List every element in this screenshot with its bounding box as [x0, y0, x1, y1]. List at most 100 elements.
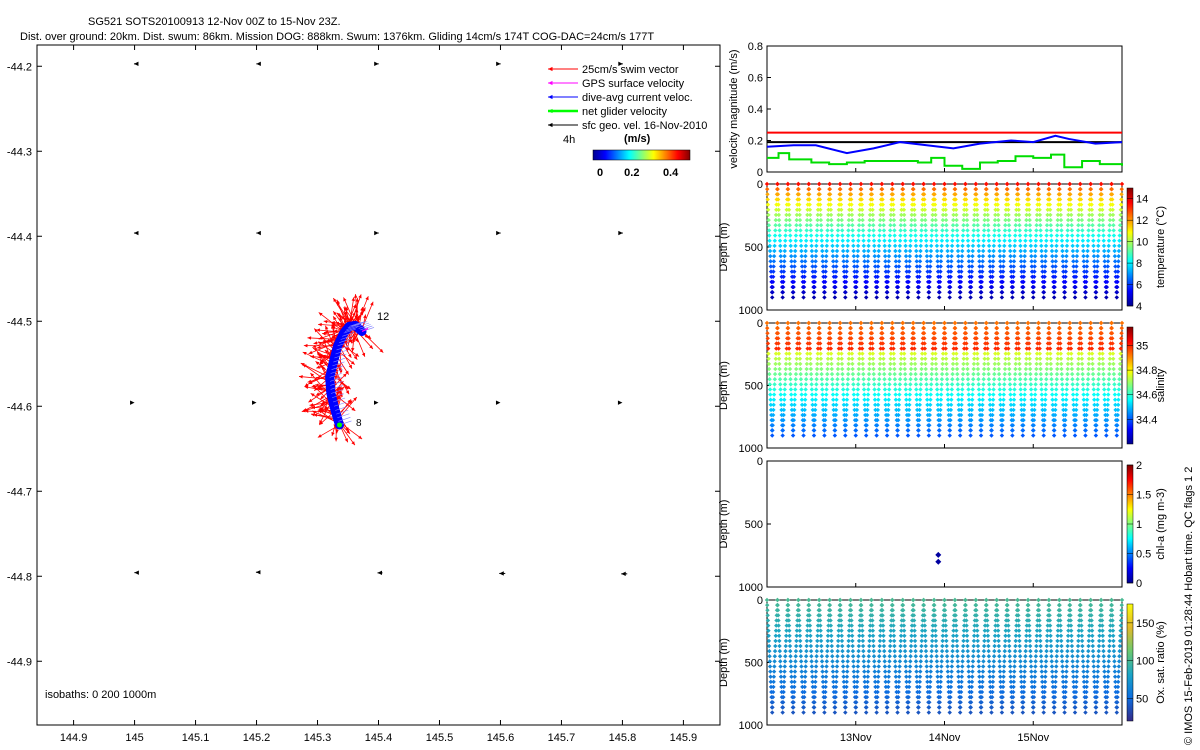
profile-point	[854, 402, 860, 408]
profile-point	[1072, 295, 1078, 300]
profile-point	[883, 397, 888, 402]
profile-point	[946, 269, 951, 274]
profile-point	[971, 356, 977, 361]
dive-avg-current-vector	[334, 353, 347, 359]
profile-point	[793, 371, 799, 377]
profile-point	[1108, 207, 1113, 212]
profile-point	[854, 417, 859, 423]
profile-point	[926, 428, 932, 433]
profile-point	[886, 402, 891, 408]
profile-point	[1023, 228, 1029, 233]
profile-point	[1105, 259, 1111, 264]
profile-point	[776, 351, 782, 356]
profile-point	[1058, 212, 1063, 218]
profile-point	[1046, 181, 1052, 187]
profile-point	[948, 402, 954, 408]
profile-point	[858, 181, 864, 187]
profile-point	[998, 264, 1003, 269]
profile-point	[1065, 233, 1070, 238]
profile-point	[906, 407, 912, 413]
profile-point	[871, 361, 876, 367]
profile-point	[1010, 284, 1016, 290]
profile-point	[924, 259, 930, 264]
profile-point	[939, 371, 945, 377]
profile-point	[811, 433, 817, 438]
y-tick-label: 1000	[739, 582, 763, 594]
profile-point	[1114, 290, 1120, 295]
profile-point	[841, 407, 847, 413]
profile-point	[946, 402, 951, 408]
profile-point	[949, 382, 955, 387]
profile-point	[777, 228, 782, 233]
profile-point	[848, 325, 853, 331]
profile-point	[1029, 397, 1034, 402]
profile-point	[862, 269, 868, 274]
profile-point	[1097, 212, 1102, 218]
profile-point	[925, 407, 930, 413]
profile-point	[1008, 253, 1013, 259]
profile-point	[1017, 223, 1022, 228]
profile-point	[1060, 253, 1065, 259]
profile-point	[909, 217, 914, 223]
profile-point	[1032, 269, 1037, 274]
profile-point	[788, 238, 793, 243]
profile-point	[1109, 192, 1115, 197]
profile-point	[1070, 248, 1076, 254]
profile-point	[775, 336, 781, 341]
profile-point	[1004, 181, 1010, 187]
profile-point	[886, 392, 892, 397]
profile-point	[799, 264, 805, 269]
profile-point	[927, 284, 932, 290]
profile-point	[883, 407, 889, 413]
profile-point	[891, 351, 896, 356]
profile-point	[914, 253, 919, 259]
profile-point	[824, 243, 829, 249]
profile-point	[775, 325, 780, 331]
profile-point	[943, 346, 948, 351]
profile-point	[799, 387, 804, 392]
profile-point	[1023, 233, 1028, 238]
profile-point	[814, 366, 820, 372]
profile-point	[801, 423, 807, 428]
profile-point	[1025, 181, 1031, 187]
profile-point	[877, 238, 882, 243]
profile-point	[797, 207, 802, 212]
profile-point	[991, 248, 996, 254]
profile-point	[767, 382, 773, 387]
profile-point	[1107, 212, 1113, 218]
profile-point	[1020, 433, 1026, 438]
profile-point	[975, 223, 980, 228]
profile-point	[1005, 336, 1011, 341]
glider-track	[298, 294, 384, 446]
profile-point	[880, 336, 885, 341]
profile-point	[914, 402, 920, 408]
profile-point	[986, 233, 991, 238]
profile-point	[898, 233, 903, 238]
profile-point	[856, 366, 862, 372]
profile-point	[843, 290, 848, 295]
profile-point	[797, 356, 803, 361]
profile-point	[845, 248, 850, 254]
profile-point	[838, 197, 844, 202]
profile-point	[875, 407, 881, 413]
profile-point	[818, 212, 823, 218]
profile-point	[1102, 253, 1107, 259]
profile-point	[1050, 269, 1056, 274]
profile-point	[1029, 402, 1035, 408]
profile-point	[956, 269, 962, 274]
profile-point	[1038, 233, 1044, 238]
profile-point	[1099, 192, 1104, 197]
profile-point	[917, 412, 922, 418]
profile-point	[1033, 238, 1039, 243]
profile-point	[857, 356, 862, 361]
profile-point	[1008, 248, 1013, 254]
profile-point	[1109, 186, 1114, 192]
profile-point	[897, 382, 903, 387]
profile-point	[929, 377, 934, 382]
profile-point	[1037, 217, 1043, 223]
profile-point	[1019, 269, 1024, 274]
map-y-tick-label: -44.3	[7, 146, 32, 158]
profile-point	[992, 361, 998, 367]
profile-point	[981, 382, 986, 387]
profile-point	[1061, 269, 1066, 274]
